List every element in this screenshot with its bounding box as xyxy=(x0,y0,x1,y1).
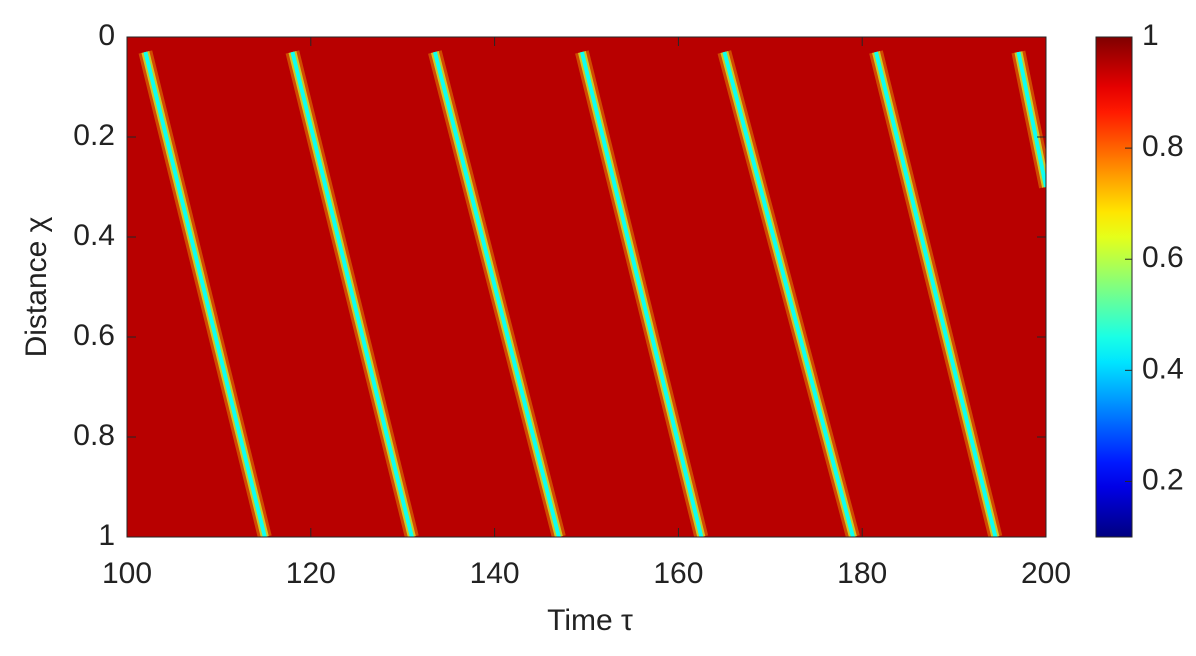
wave-front xyxy=(143,51,267,537)
x-tick-label: 100 xyxy=(102,557,152,590)
wave-front xyxy=(874,51,998,537)
x-axis-label: Time τ xyxy=(547,604,633,637)
x-tick-label: 160 xyxy=(653,557,703,590)
x-tick-label: 180 xyxy=(837,557,887,590)
wave-front xyxy=(722,51,855,537)
y-tick-label: 0.2 xyxy=(73,119,115,152)
colorbar-tick-label: 0.6 xyxy=(1142,241,1184,274)
y-tick-label: 1 xyxy=(98,519,115,552)
y-axis-label: Distance χ xyxy=(20,216,53,357)
colorbar-tick-label: 0.2 xyxy=(1142,463,1184,496)
plot-frame xyxy=(126,36,1047,538)
y-tick-label: 0.8 xyxy=(73,419,115,452)
y-tick-label: 0.6 xyxy=(73,319,115,352)
colorbar-tick-label: 0.8 xyxy=(1142,130,1184,163)
colorbar-tick-label: 1 xyxy=(1142,19,1159,52)
wave-front xyxy=(432,51,561,537)
wave-front xyxy=(290,51,414,537)
y-tick-label: 0.4 xyxy=(73,219,115,252)
wave-front xyxy=(1016,51,1046,188)
x-tick-label: 120 xyxy=(286,557,336,590)
heatmap-fronts xyxy=(138,50,1046,537)
wave-front xyxy=(579,51,704,537)
y-tick-label: 0 xyxy=(98,19,115,52)
x-tick-label: 200 xyxy=(1021,557,1071,590)
colorbar-tick-label: 0.4 xyxy=(1142,352,1184,385)
colorbar xyxy=(1095,36,1133,538)
heatmap-background xyxy=(127,37,1046,537)
x-tick-label: 140 xyxy=(470,557,520,590)
